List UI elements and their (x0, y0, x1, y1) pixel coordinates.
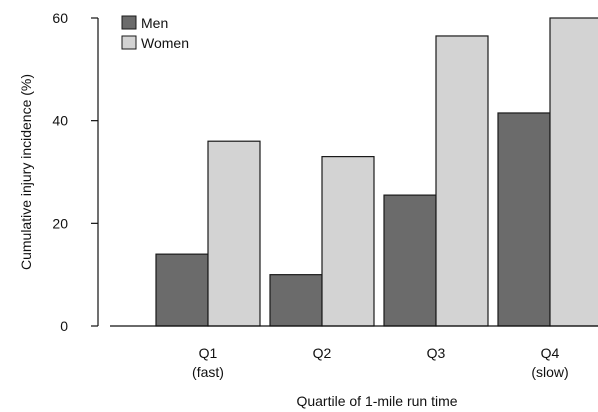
axes-layer (97, 18, 598, 327)
bar-women-1 (321, 156, 375, 327)
x-tick-label: Q3 (427, 345, 446, 361)
x-tick-label: (fast) (192, 364, 224, 380)
legend: Men Women (121, 15, 189, 51)
legend-label-men: Men (141, 15, 168, 31)
bar-women-2 (435, 35, 489, 327)
y-axis-title: Cumulative injury incidence (%) (18, 74, 34, 270)
bar-men-2 (383, 194, 437, 327)
bar-men-0 (155, 253, 209, 327)
y-tick-label: 60 (52, 10, 68, 26)
x-axis-title: Quartile of 1-mile run time (296, 393, 457, 409)
y-tick-label: 0 (60, 318, 68, 334)
y-tick-label: 40 (52, 113, 68, 129)
x-tick-label: Q1 (199, 345, 218, 361)
x-tick-label: Q4 (541, 345, 560, 361)
legend-swatch-women (121, 35, 137, 50)
x-tick-label: (slow) (531, 364, 568, 380)
y-ticks: 0 20 40 60 (52, 10, 98, 334)
bars-layer (155, 17, 598, 327)
bar-women-3 (549, 17, 598, 327)
legend-label-women: Women (141, 35, 189, 51)
x-tick-labels: Q1 (fast) Q2 Q3 Q4 (slow) (192, 345, 569, 380)
bar-men-3 (497, 112, 551, 327)
x-tick-label: Q2 (313, 345, 332, 361)
bar-women-0 (207, 140, 261, 327)
y-tick-label: 20 (52, 215, 68, 231)
bar-men-1 (269, 274, 323, 327)
legend-swatch-men (121, 15, 137, 30)
